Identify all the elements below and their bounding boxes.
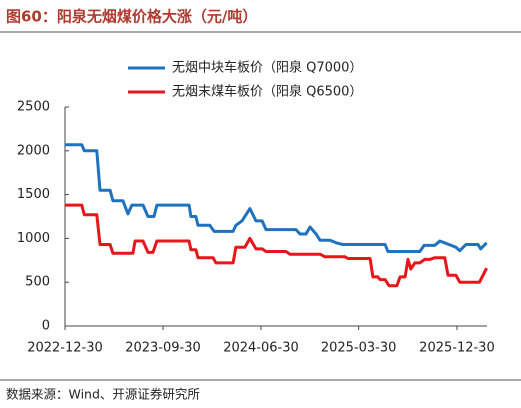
- y-tick-label: 1500: [17, 187, 50, 202]
- y-tick-label: 2000: [17, 143, 50, 158]
- legend-label: 无烟中块车板价（阳泉 Q7000）: [172, 60, 362, 76]
- x-tick-label: 2025-03-30: [321, 341, 397, 356]
- legend-label: 无烟末煤车板价（阳泉 Q6500）: [172, 84, 362, 100]
- x-tick-label: 2022-12-30: [27, 341, 103, 356]
- series-line: [65, 143, 488, 253]
- x-tick-label: 2024-06-30: [223, 341, 299, 356]
- y-tick-label: 500: [25, 275, 50, 290]
- source: 数据来源：Wind、开源证券研究所: [6, 387, 200, 402]
- y-tick-label: 2500: [17, 100, 50, 115]
- chart-title: 图60：阳泉无烟煤价格大涨（元/吨）: [6, 8, 257, 26]
- y-tick-label: 0: [42, 319, 50, 334]
- x-tick-label: 2025-12-30: [419, 341, 495, 356]
- x-tick-label: 2023-09-30: [125, 341, 201, 356]
- y-tick-label: 1000: [17, 231, 50, 246]
- series-line: [65, 203, 488, 288]
